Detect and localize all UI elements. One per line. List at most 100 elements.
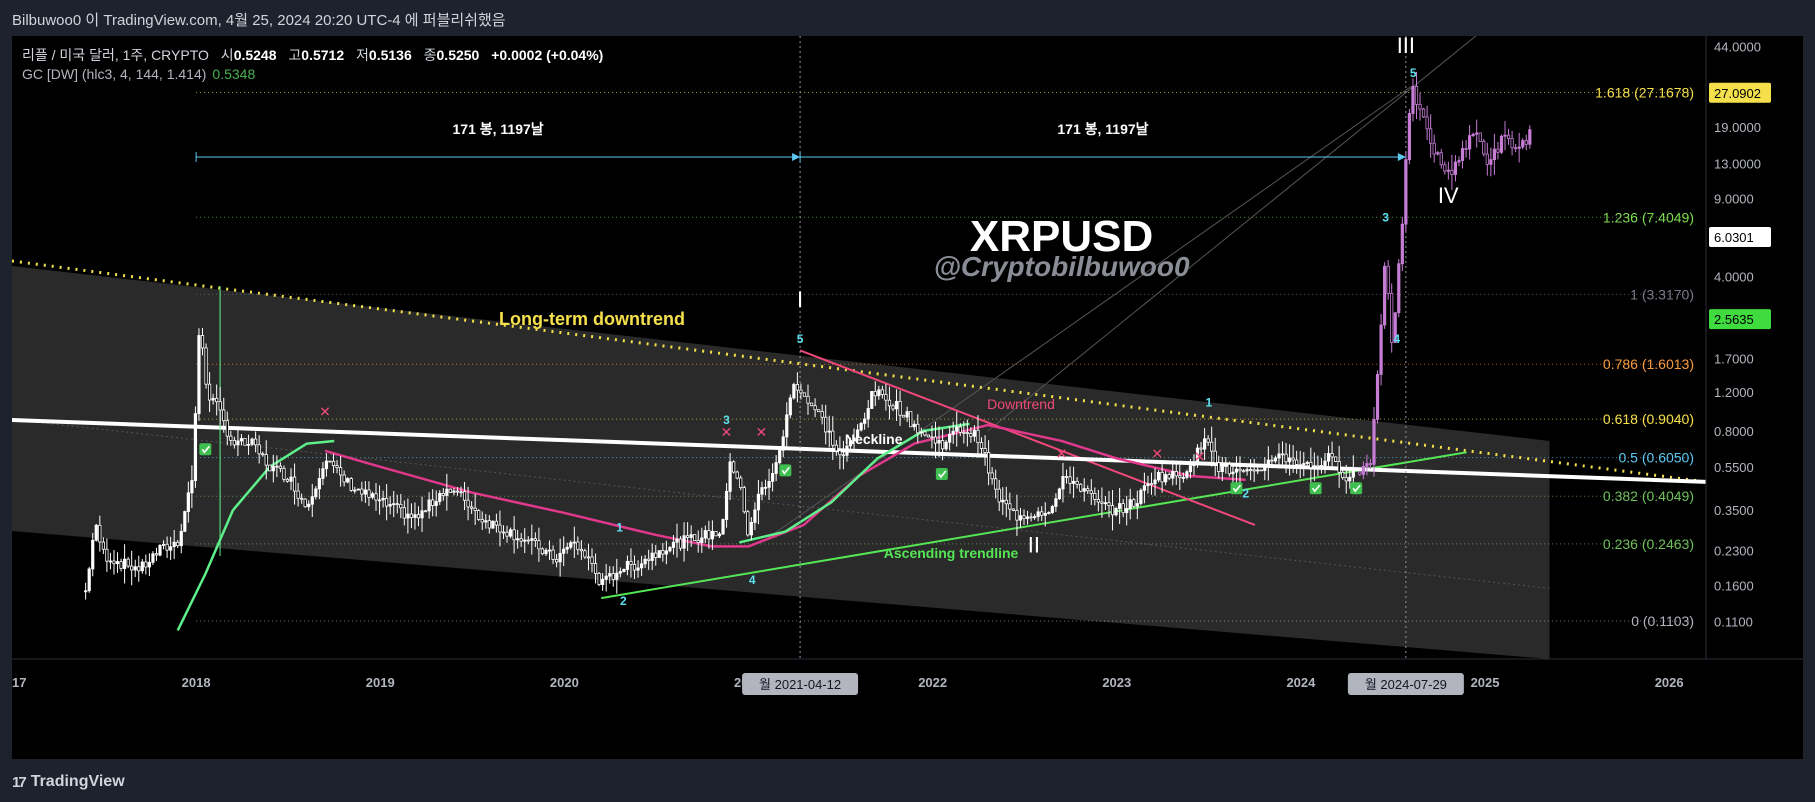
candle-body <box>388 504 392 507</box>
candle-body <box>169 546 173 551</box>
sell-signal-icon: ✕ <box>1151 445 1163 461</box>
candle-body <box>477 510 481 520</box>
candle-body <box>962 431 966 434</box>
candle-body <box>1439 152 1443 166</box>
candle-body <box>1018 515 1023 521</box>
candle-body <box>335 465 339 469</box>
candle-body <box>841 454 846 457</box>
candle-body <box>1082 488 1086 492</box>
candle-body <box>314 488 318 498</box>
candle-body <box>423 510 428 513</box>
candle-body <box>1421 108 1426 118</box>
candle-body <box>1047 512 1051 514</box>
candle-body <box>1079 483 1083 492</box>
candle-body <box>151 553 155 563</box>
candle-body <box>1499 135 1504 153</box>
candle-body <box>976 429 980 444</box>
buy-signal-check <box>781 466 790 475</box>
candle-body <box>1326 453 1331 462</box>
candle-body <box>1008 503 1012 510</box>
candle-body <box>243 438 247 446</box>
indicator-value: 0.5348 <box>212 66 256 82</box>
sell-signal-icon: ✕ <box>1056 445 1068 461</box>
close-label: 종 <box>423 47 437 63</box>
candle-body <box>785 414 789 438</box>
buy-signal-icon <box>1350 482 1363 495</box>
candle-body <box>1266 459 1270 468</box>
candle-body <box>689 534 693 538</box>
candle-body <box>1464 148 1468 150</box>
candle-body <box>1061 476 1065 490</box>
candle-body <box>781 436 785 451</box>
candle-body <box>462 491 467 501</box>
candle-body <box>855 429 860 439</box>
candle-body <box>940 440 945 450</box>
candle-body <box>990 472 994 480</box>
candle-body <box>675 538 679 543</box>
candle-body <box>1252 469 1256 472</box>
candle-body <box>909 411 913 428</box>
price-tick-label: 0.8000 <box>1714 424 1754 439</box>
subwave-label: 5 <box>797 332 804 346</box>
candle-body <box>774 462 778 474</box>
candle-body <box>898 400 902 416</box>
candle-body <box>452 490 456 493</box>
candle-body <box>760 487 764 495</box>
indicator-legend[interactable]: GC [DW] (hlc3, 4, 144, 1.414) 0.5348 <box>22 66 255 82</box>
chart-title: XRPUSD <box>970 212 1153 261</box>
candle-body <box>1057 488 1062 500</box>
symbol-legend[interactable]: 리플 / 미국 달러, 1주, CRYPTO 시0.5248 고0.5712 저… <box>22 45 603 65</box>
candle-body <box>1220 466 1224 472</box>
range-label-1: 171 봉, 1197날 <box>1057 121 1148 137</box>
candle-body <box>1054 498 1058 507</box>
candle-body <box>1280 453 1285 456</box>
candle-body <box>254 438 258 446</box>
candle-body <box>880 389 884 395</box>
candle-body <box>516 538 520 541</box>
candle-body <box>1309 461 1313 468</box>
candle-body <box>285 478 290 482</box>
fib-label-0.618: 0.618 (0.9040) <box>1603 411 1694 427</box>
tradingview-brand[interactable]: 17 TradingView <box>12 773 125 791</box>
candle-body <box>487 520 491 529</box>
candle-body <box>1270 459 1274 462</box>
candle-body <box>186 492 190 512</box>
candle-body <box>140 561 144 572</box>
candle-body <box>636 567 640 571</box>
candle-body <box>377 499 382 502</box>
candle-body <box>1217 462 1221 472</box>
candle-body <box>1298 464 1302 466</box>
candle-body <box>1411 86 1415 114</box>
fib-label-1.618: 1.618 (27.1678) <box>1595 85 1694 101</box>
price-axis-bg <box>1706 36 1803 759</box>
price-chart[interactable]: 1.618 (27.1678) 1.236 (7.4049) 1 (3.3170) 0… <box>12 36 1803 759</box>
candle-body <box>236 440 240 446</box>
candle-body <box>1418 103 1422 110</box>
buy-signal-check <box>938 470 947 479</box>
chart-pane[interactable]: 1.618 (27.1678) 1.236 (7.4049) 1 (3.3170) 0… <box>12 36 1803 759</box>
sell-signal-icon: ✕ <box>756 424 768 440</box>
time-tick-label: 2024 <box>1286 675 1316 690</box>
candle-body <box>1375 374 1380 420</box>
candle-body <box>817 409 821 413</box>
candle-body <box>1103 502 1108 505</box>
candle-body <box>1238 468 1242 472</box>
sell-signal-icon: ✕ <box>1194 449 1206 465</box>
candle-body <box>161 543 166 546</box>
candle-body <box>693 534 697 541</box>
candle-body <box>1316 465 1320 468</box>
candle-body <box>979 442 984 449</box>
candle-body <box>225 420 229 437</box>
candle-body <box>144 561 148 568</box>
candle-body <box>710 531 715 540</box>
price-tick-label: 0.2300 <box>1714 543 1754 558</box>
candle-body <box>1195 447 1200 465</box>
time-tick-label: 2022 <box>918 675 947 690</box>
candle-body <box>714 531 718 537</box>
candle-body <box>1171 471 1175 479</box>
candle-body <box>1390 293 1394 343</box>
price-tick-label: 1.7000 <box>1714 352 1754 367</box>
candle-body <box>1089 490 1093 494</box>
close-value: 0.5250 <box>436 47 480 63</box>
candle-body <box>501 531 506 534</box>
